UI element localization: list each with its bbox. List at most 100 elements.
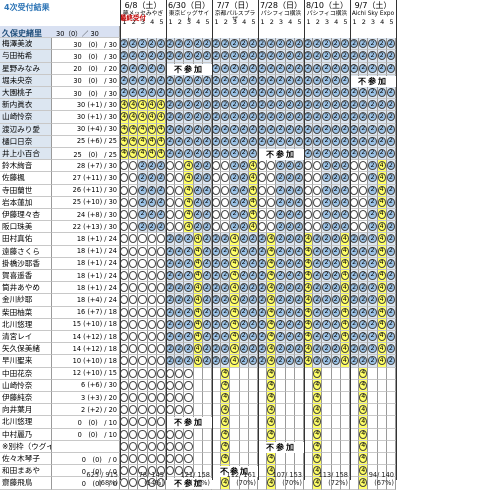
slot-cell bbox=[120, 343, 130, 356]
slot-cell bbox=[377, 404, 387, 417]
ticket-circle-icon: 2 bbox=[276, 39, 285, 49]
ticket-circle-icon bbox=[175, 185, 184, 195]
ticket-circle-icon: 2 bbox=[304, 100, 313, 110]
slot-cell: 2 bbox=[350, 38, 360, 51]
member-count: 18 (+1) / 24 bbox=[52, 270, 120, 283]
ticket-circle-icon bbox=[120, 234, 129, 244]
slot-cell bbox=[129, 221, 139, 234]
slot-cell bbox=[276, 453, 286, 466]
slot-cell: 2 bbox=[202, 135, 212, 148]
ticket-circle-icon: 4 bbox=[230, 319, 239, 329]
slot-cell bbox=[120, 367, 130, 380]
slot-cell: 4 bbox=[248, 209, 258, 222]
slot-cell: 2 bbox=[331, 111, 341, 124]
slot-cell: 2 bbox=[313, 331, 323, 344]
slot-cell bbox=[294, 392, 304, 405]
member-name: 柴田柚菜 bbox=[0, 306, 52, 319]
slot-cell: 2 bbox=[350, 245, 360, 258]
ticket-circle-icon: 4 bbox=[120, 136, 129, 146]
ticket-circle-icon: 2 bbox=[221, 124, 230, 134]
slot-cell: 2 bbox=[322, 87, 332, 100]
ticket-circle-icon: 2 bbox=[267, 88, 276, 98]
ticket-circle-icon: 2 bbox=[322, 332, 331, 342]
slot-cell: 4 bbox=[340, 294, 350, 307]
ticket-circle-icon: 4 bbox=[359, 405, 368, 415]
ticket-circle-icon: 2 bbox=[147, 161, 156, 171]
member-count: 18 (+1) / 24 bbox=[52, 257, 120, 270]
slot-cell bbox=[230, 477, 240, 490]
slot-cell bbox=[322, 379, 332, 392]
ticket-circle-icon: 2 bbox=[156, 161, 165, 171]
ticket-circle-icon: 4 bbox=[267, 234, 276, 244]
slot-cell: 2 bbox=[212, 111, 222, 124]
ticket-circle-icon: 2 bbox=[331, 136, 340, 146]
slot-cell bbox=[221, 209, 231, 222]
ticket-circle-icon: 2 bbox=[258, 100, 267, 110]
slot-cell: 2 bbox=[202, 196, 212, 209]
slot-cell: 2 bbox=[248, 87, 258, 100]
slot-number: 2 bbox=[361, 18, 366, 26]
slot-cell bbox=[147, 392, 157, 405]
member-name: 掛橋沙耶香 bbox=[0, 257, 52, 270]
ticket-circle-icon: 2 bbox=[386, 246, 395, 256]
slot-cell: 2 bbox=[248, 355, 258, 368]
slot-cell bbox=[239, 392, 249, 405]
ticket-circle-icon: 4 bbox=[304, 319, 313, 329]
ticket-circle-icon: 2 bbox=[239, 39, 248, 49]
ticket-circle-icon: 2 bbox=[294, 197, 303, 207]
ticket-circle-icon bbox=[147, 344, 156, 354]
slot-cell bbox=[129, 440, 139, 453]
event-date-3: 7/7（日） bbox=[216, 1, 254, 10]
ticket-circle-icon: 2 bbox=[202, 136, 211, 146]
ticket-circle-icon bbox=[313, 185, 322, 195]
ticket-circle-icon: 2 bbox=[221, 149, 230, 159]
slot-cell bbox=[193, 465, 203, 478]
slot-cell: 2 bbox=[331, 99, 341, 112]
slot-cell: 4 bbox=[377, 343, 387, 356]
ticket-circle-icon: 4 bbox=[340, 356, 349, 366]
slot-cell bbox=[350, 367, 360, 380]
slot-cell: 2 bbox=[258, 306, 268, 319]
slot-cell: 2 bbox=[294, 38, 304, 51]
ticket-circle-icon: 2 bbox=[202, 356, 211, 366]
slot-cell: 2 bbox=[221, 331, 231, 344]
slot-cell: 2 bbox=[359, 318, 369, 331]
not-attending-label: 不参加 bbox=[258, 149, 304, 160]
ticket-circle-icon: 2 bbox=[276, 161, 285, 171]
slot-cell: 2 bbox=[239, 62, 249, 75]
slot-cell bbox=[359, 221, 369, 234]
slot-cell: 2 bbox=[331, 294, 341, 307]
slot-cell: 2 bbox=[258, 355, 268, 368]
slot-cell: 4 bbox=[267, 306, 277, 319]
slot-cell: 4 bbox=[129, 135, 139, 148]
slot-cell bbox=[129, 160, 139, 173]
slot-cell bbox=[359, 209, 369, 222]
ticket-circle-icon: 2 bbox=[202, 234, 211, 244]
ticket-circle-icon: 2 bbox=[386, 124, 395, 134]
slot-cell: 2 bbox=[258, 233, 268, 246]
ticket-circle-icon: 4 bbox=[156, 100, 165, 110]
slot-cell: 2 bbox=[248, 38, 258, 51]
ticket-circle-icon: 2 bbox=[386, 258, 395, 268]
slot-cell: 2 bbox=[184, 270, 194, 283]
slot-cell: 2 bbox=[184, 306, 194, 319]
slot-cell bbox=[258, 392, 268, 405]
slot-cell: 2 bbox=[184, 87, 194, 100]
slot-cell: 2 bbox=[377, 87, 387, 100]
ticket-circle-icon bbox=[258, 222, 267, 232]
slot-cell bbox=[175, 453, 185, 466]
slot-cell: 2 bbox=[193, 50, 203, 63]
ticket-circle-icon bbox=[120, 344, 129, 354]
ticket-circle-icon: 2 bbox=[322, 307, 331, 317]
ticket-circle-icon: 2 bbox=[267, 112, 276, 122]
slot-cell: 2 bbox=[212, 123, 222, 136]
ticket-circle-icon: 2 bbox=[313, 319, 322, 329]
ticket-circle-icon: 2 bbox=[276, 307, 285, 317]
ticket-circle-icon: 2 bbox=[212, 63, 221, 73]
slot-cell: 2 bbox=[175, 87, 185, 100]
slot-cell: 2 bbox=[221, 245, 231, 258]
ticket-circle-icon: 2 bbox=[212, 100, 221, 110]
ticket-circle-icon: 4 bbox=[377, 271, 386, 281]
ticket-circle-icon: 2 bbox=[276, 234, 285, 244]
ticket-circle-icon bbox=[129, 441, 138, 451]
